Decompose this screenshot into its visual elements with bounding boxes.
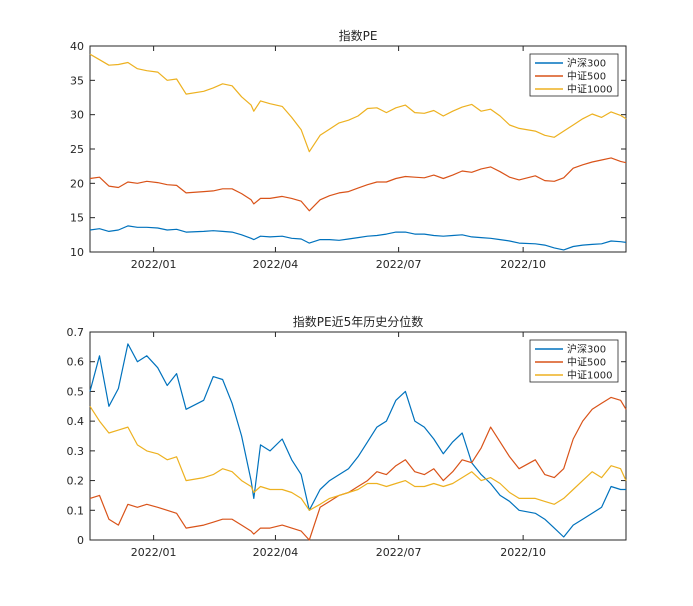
y-tick-label: 35 <box>70 74 84 87</box>
chart-pe-percentile: 指数PE近5年历史分位数 0 0.1 0.2 0.3 0.4 0.5 0.6 0.7 2022/0… <box>67 314 627 559</box>
y-tick-label: 30 <box>70 109 84 122</box>
x-tick-label: 2022/01 <box>131 258 177 271</box>
legend-label: 中证1000 <box>567 83 612 96</box>
series-line-1 <box>89 157 627 212</box>
series-line-2 <box>89 53 627 153</box>
x-tick-label: 2022/10 <box>500 546 546 559</box>
y-tick-label: 20 <box>70 177 84 190</box>
y-tick-label: 0 <box>77 534 84 547</box>
series-line-0 <box>89 343 626 538</box>
y-tick-label: 40 <box>70 40 84 53</box>
y-tick-label: 0.6 <box>67 356 85 369</box>
y-tick-label: 0.2 <box>67 475 85 488</box>
chart-title: 指数PE近5年历史分位数 <box>293 314 423 329</box>
x-tick-label: 2022/07 <box>376 258 422 271</box>
x-tick-label: 2022/10 <box>500 258 546 271</box>
legend-label: 中证500 <box>567 356 606 369</box>
legend-label: 沪深300 <box>567 57 606 70</box>
chart-pe: 指数PE 10 15 20 25 30 35 40 2022/01 2022/04 2022/07 2… <box>70 28 627 271</box>
legend-label: 中证500 <box>567 70 606 83</box>
y-tick-label: 0.3 <box>67 445 85 458</box>
y-tick-label: 0.5 <box>67 385 85 398</box>
y-tick-label: 0.1 <box>67 504 85 517</box>
legend-label: 中证1000 <box>567 369 612 382</box>
plot-area-frame <box>89 331 627 541</box>
x-tick-label: 2022/04 <box>253 258 299 271</box>
x-tick-label: 2022/01 <box>131 546 177 559</box>
y-tick-label: 10 <box>70 246 84 259</box>
legend-label: 沪深300 <box>567 343 606 356</box>
series-line-0 <box>89 225 627 251</box>
y-tick-label: 0.4 <box>67 415 85 428</box>
x-tick-label: 2022/04 <box>253 546 299 559</box>
y-tick-label: 15 <box>70 212 84 225</box>
y-tick-label: 25 <box>70 143 84 156</box>
chart-title: 指数PE <box>339 28 378 43</box>
series-line-1 <box>89 396 627 541</box>
series-line-2 <box>89 405 627 511</box>
y-tick-label: 0.7 <box>67 326 85 339</box>
x-tick-label: 2022/07 <box>376 546 422 559</box>
